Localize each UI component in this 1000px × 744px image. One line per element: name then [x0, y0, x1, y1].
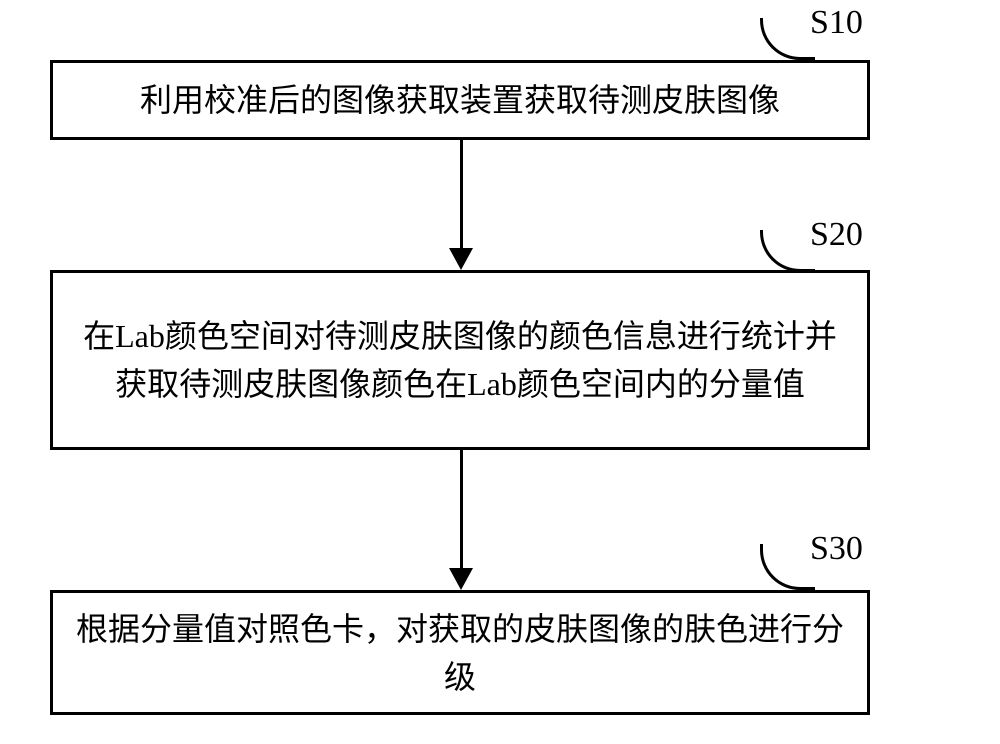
leader-curve-s30: [760, 544, 815, 590]
flowchart-canvas: S10 利用校准后的图像获取装置获取待测皮肤图像 S20 在Lab颜色空间对待测…: [0, 0, 1000, 744]
step-label-s30: S30: [810, 530, 863, 568]
leader-curve-s10: [760, 18, 815, 60]
step-box-s30: 根据分量值对照色卡，对获取的皮肤图像的肤色进行分级: [50, 590, 870, 715]
step-box-s20: 在Lab颜色空间对待测皮肤图像的颜色信息进行统计并获取待测皮肤图像颜色在Lab颜…: [50, 270, 870, 450]
leader-curve-s20: [760, 230, 815, 272]
step-label-s10: S10: [810, 4, 863, 42]
step-text-s20: 在Lab颜色空间对待测皮肤图像的颜色信息进行统计并获取待测皮肤图像颜色在Lab颜…: [73, 312, 847, 408]
step-box-s10: 利用校准后的图像获取装置获取待测皮肤图像: [50, 60, 870, 140]
arrow-head-1: [449, 248, 473, 270]
arrow-line-1: [460, 140, 463, 250]
step-label-s20: S20: [810, 216, 863, 254]
step-text-s10: 利用校准后的图像获取装置获取待测皮肤图像: [140, 76, 780, 124]
step-text-s30: 根据分量值对照色卡，对获取的皮肤图像的肤色进行分级: [73, 605, 847, 701]
arrow-line-2: [460, 450, 463, 570]
arrow-head-2: [449, 568, 473, 590]
